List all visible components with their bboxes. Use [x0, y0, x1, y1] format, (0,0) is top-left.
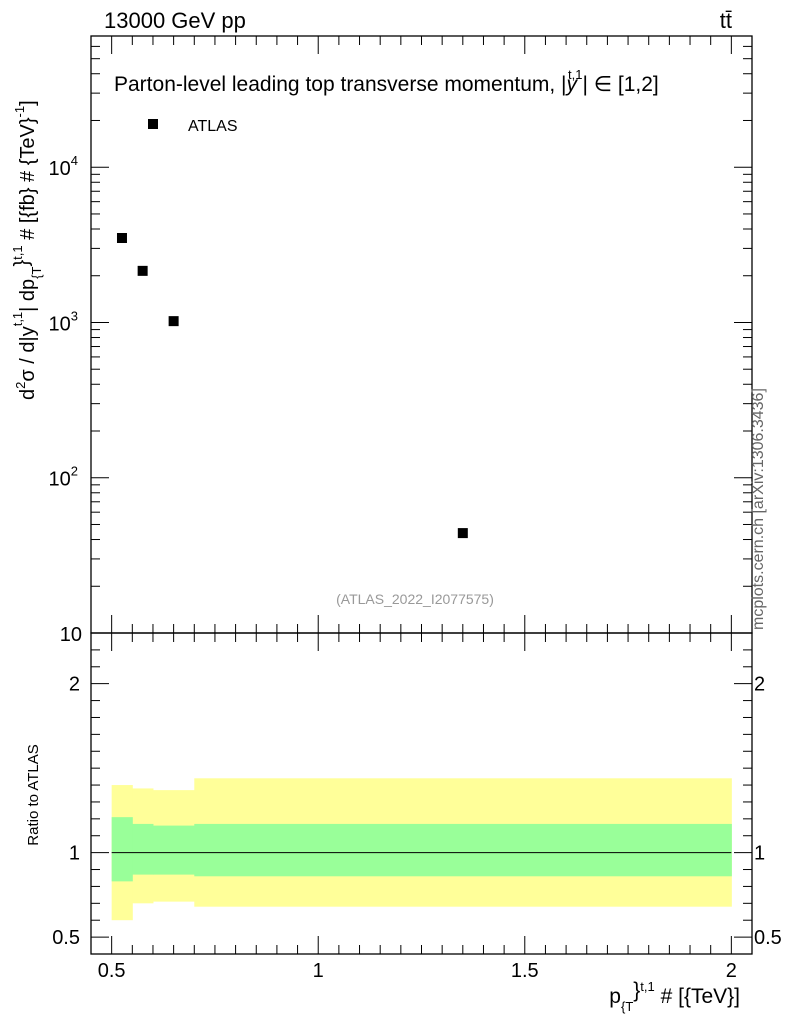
- atlas-data-point: [457, 528, 468, 539]
- legend-marker-atlas: [148, 119, 158, 129]
- ratio-y-tick-label-right: 1: [754, 843, 765, 865]
- ratio-plot-panel: 0.5 0.5 1 1 2 2 0.5 1 1.5 2 Ratio to ATLAS p{T}t…: [25, 632, 782, 1014]
- atlas-data-points: [116, 233, 468, 539]
- x-tick-label: 1: [313, 960, 324, 982]
- source-label: mcplots.cern.ch [arXiv:1306.3436]: [750, 388, 767, 630]
- main-y-axis-ticks: 10 102 103 104: [49, 35, 752, 646]
- energy-label: 13000 GeV pp: [104, 8, 246, 33]
- x-axis-label: p{T}t,1 # [{TeV}]: [609, 979, 740, 1014]
- x-tick-label: 2: [726, 960, 737, 982]
- process-label: tt̄: [720, 8, 732, 33]
- ratio-uncertainty-bands: [111, 778, 732, 921]
- ratio-y-tick-label-right: 2: [754, 674, 765, 696]
- ratio-x-axis-ticks: 0.5 1 1.5 2: [90, 633, 753, 982]
- main-y-axis-label: d2σ / d|yt,1| dp{T}t,1 # [{fb} # {TeV}-1…: [10, 100, 44, 400]
- ratio-y-tick-label-left: 1: [69, 843, 80, 865]
- atlas-data-point: [116, 233, 127, 244]
- stat-uncertainty-bin: [132, 823, 154, 875]
- stat-uncertainty-bin: [111, 817, 133, 882]
- x-tick-label: 1.5: [511, 960, 539, 982]
- ratio-y-axis-label: Ratio to ATLAS: [25, 744, 42, 845]
- main-y-tick-label: 104: [49, 153, 78, 180]
- ratio-y-tick-label-right: 0.5: [754, 927, 782, 949]
- stat-uncertainty-bin: [152, 825, 195, 875]
- analysis-id-label: (ATLAS_2022_I2077575): [336, 591, 494, 607]
- ratio-y-axis-ticks: 0.5 0.5 1 1 2 2: [52, 632, 782, 955]
- main-y-tick-label: 103: [49, 308, 78, 335]
- main-y-tick-label: 102: [49, 464, 78, 491]
- legend-label-atlas: ATLAS: [188, 118, 238, 135]
- x-tick-label: 0.5: [98, 960, 126, 982]
- main-plot-panel: 10 102 103 104 Parton-level leading top tra…: [10, 35, 767, 646]
- atlas-data-point: [137, 265, 148, 276]
- stat-uncertainty-bin: [194, 823, 732, 877]
- main-x-axis-ticks: [90, 36, 753, 633]
- ratio-y-tick-label-left: 0.5: [52, 927, 80, 949]
- ratio-y-tick-label-left: 2: [69, 674, 80, 696]
- atlas-data-point: [168, 316, 179, 327]
- main-y-tick-label: 10: [60, 624, 82, 646]
- legend: ATLAS: [148, 118, 238, 135]
- chart-title: Parton-level leading top transverse mome…: [114, 67, 659, 96]
